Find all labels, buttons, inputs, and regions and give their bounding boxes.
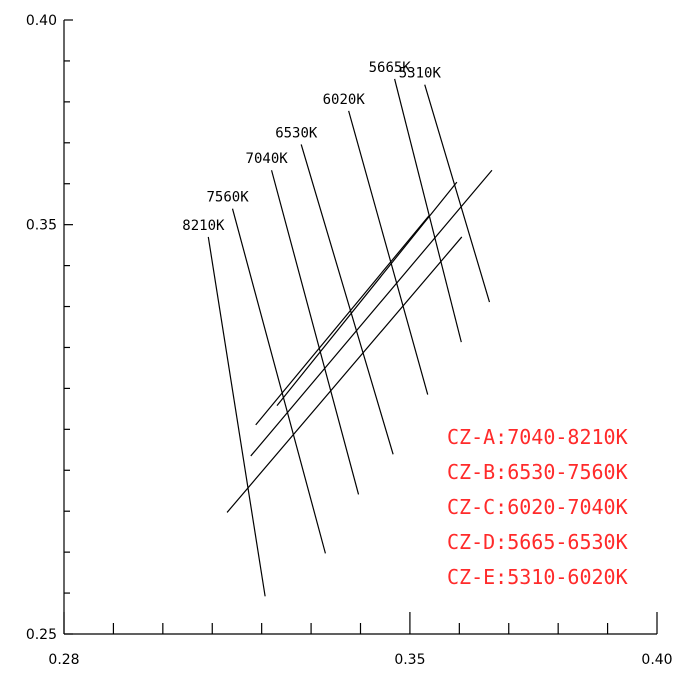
isotherm-line [349,111,428,395]
isotherm-line [301,144,393,454]
legend-entry: CZ-D:5665-6530K [447,530,628,554]
isotherm-label: 8210K [182,218,225,234]
isotherm-label: 6530K [275,125,318,141]
bin-legend: CZ-A:7040-8210K CZ-B:6530-7560K CZ-C:6020-… [447,425,628,589]
isotherm-label: 5310K [399,66,442,82]
x-tick-label: 0.28 [48,652,79,668]
isotherm-line [233,209,326,554]
legend-entry: CZ-A:7040-8210K [447,425,628,449]
x-tick-label: 0.40 [641,652,672,668]
y-tick-label: 0.25 [26,627,57,643]
isotherm-line [208,237,265,596]
legend-entry: CZ-B:6530-7560K [447,460,628,484]
legend-entry: CZ-E:5310-6020K [447,565,628,589]
isotherm-label: 6020K [323,92,366,108]
bin-boundary-line [251,170,492,456]
isotherm-line [395,79,462,342]
y-tick-label: 0.40 [26,13,57,29]
y-tick-label: 0.35 [26,218,57,234]
bin-boundary-line [277,182,457,405]
bin-boundary-line [256,215,430,425]
isotherm-label: 7560K [207,190,250,206]
legend-entry: CZ-C:6020-7040K [447,495,628,519]
x-tick-label: 0.35 [394,652,425,668]
isotherm-label: 7040K [246,151,289,167]
bin-boundary-line [227,237,462,512]
